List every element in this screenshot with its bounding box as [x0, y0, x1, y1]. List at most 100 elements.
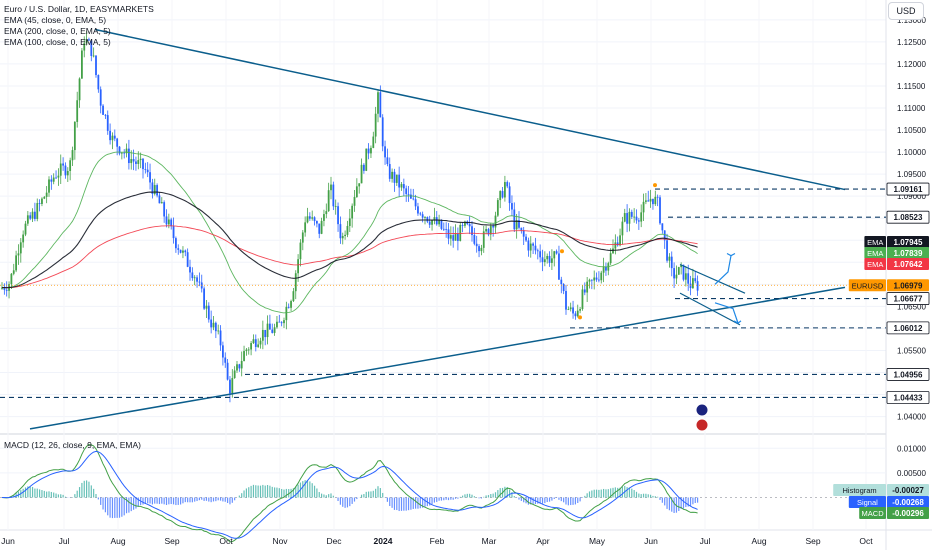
macd-histogram-tag-bg [833, 484, 886, 496]
candle-body [374, 113, 377, 137]
candle-body [5, 289, 8, 291]
candle-body [539, 251, 542, 258]
dividend-marker [653, 183, 657, 188]
ema-100-legend[interactable]: EMA (100, close, 0, EMA, 5) [4, 37, 111, 47]
candle-body [146, 169, 149, 173]
candle-body [565, 291, 567, 310]
time-tick-label: Jul [59, 536, 70, 546]
candle-body [431, 220, 433, 225]
macd-line [1, 443, 698, 543]
candle-body [435, 217, 438, 225]
macd-line-label-bg [887, 507, 929, 519]
candle-body [525, 236, 527, 241]
candle-body [165, 216, 168, 225]
candle-body [34, 211, 36, 219]
ema-200-legend[interactable]: EMA (200, close, 0, EMA, 5) [4, 26, 111, 36]
candle-body [687, 273, 690, 284]
candle-body [283, 320, 285, 324]
macd-tick-label: 0.00500 [897, 469, 926, 478]
macd-signal-tag: Signal [857, 498, 878, 507]
candle-body [109, 130, 111, 141]
candle-body [71, 150, 74, 161]
candle-body [663, 230, 666, 241]
candle-body [26, 215, 29, 224]
candle-body [170, 219, 173, 227]
candle-body [160, 202, 163, 204]
candle-body [66, 170, 69, 176]
candle-body [696, 281, 699, 291]
candle-body [656, 196, 659, 198]
candle-body [3, 287, 6, 290]
level-1-08523-label: 1.08523 [894, 213, 923, 222]
drawings[interactable] [0, 28, 886, 432]
candle-body [118, 146, 121, 154]
candle-body [273, 327, 276, 333]
candle-body [351, 205, 354, 219]
candle-body [689, 283, 692, 289]
ema-red-tag: EMA [867, 260, 883, 269]
macd-line-label: -0.00296 [892, 509, 924, 518]
candle-body [677, 267, 680, 275]
level-1-08523-label-bg [886, 210, 930, 224]
candle-body [76, 100, 79, 122]
candle-body [583, 289, 586, 293]
candle-body [534, 245, 537, 251]
candle-body [520, 227, 523, 231]
candle-body [191, 272, 194, 279]
candle-body [400, 184, 403, 188]
candle-body [600, 272, 603, 281]
candle-body [405, 188, 408, 195]
ema-200-line [2, 225, 698, 289]
last-price-label-bg [887, 279, 929, 292]
candle-body [661, 223, 664, 231]
candle-body [132, 159, 135, 162]
ema-45-legend[interactable]: EMA (45, close, 0, EMA, 5) [4, 15, 107, 25]
price-tick-label: 1.13000 [897, 16, 926, 25]
level-1-06677-label-bg [886, 292, 930, 305]
time-tick-label: Jun [1, 536, 15, 546]
candle-body [548, 255, 551, 263]
candle-body [602, 266, 605, 273]
currency-button[interactable]: USD [888, 2, 924, 20]
candle-body [102, 105, 104, 115]
candle-body [428, 221, 431, 225]
candle-body [595, 277, 598, 280]
candle-body [85, 39, 88, 44]
candle-body [252, 339, 255, 344]
candle-body [137, 160, 140, 164]
candle-body [125, 148, 128, 154]
candle-body [513, 209, 516, 230]
macd-histogram-label: -0.00027 [892, 486, 924, 495]
candle-body [318, 223, 321, 234]
candle-body [370, 147, 372, 154]
candle-body [332, 184, 335, 207]
candle-body [311, 217, 314, 219]
candle-body [468, 224, 471, 227]
candle-body [478, 246, 480, 252]
candle-body [320, 220, 323, 234]
candle-body [628, 211, 631, 224]
candle-body [81, 50, 83, 79]
price-tick-label: 1.10500 [897, 126, 926, 135]
candle-body [254, 339, 257, 347]
candle-body [97, 75, 100, 90]
symbol-title[interactable]: Euro / U.S. Dollar, 1D, EASYMARKETS [4, 4, 154, 14]
macd-signal-label: -0.00268 [892, 498, 924, 507]
candle-body [346, 225, 349, 235]
candle-body [379, 92, 382, 118]
candle-body [647, 200, 650, 202]
candle-body [407, 194, 410, 195]
last-price-label: 1.06979 [894, 281, 923, 290]
candle-body [426, 217, 429, 222]
candle-body [198, 281, 201, 283]
candle-body [532, 243, 534, 246]
macd-legend[interactable]: MACD (12, 26, close, 9, EMA, EMA) [4, 440, 141, 450]
level-1-06012-label-bg [886, 321, 930, 335]
up-arrow-head [726, 252, 736, 257]
price-tick-label: 1.11000 [897, 104, 926, 113]
candle-body [581, 289, 584, 310]
candle-body [339, 224, 342, 239]
ema-red-tag-bg [864, 258, 886, 270]
